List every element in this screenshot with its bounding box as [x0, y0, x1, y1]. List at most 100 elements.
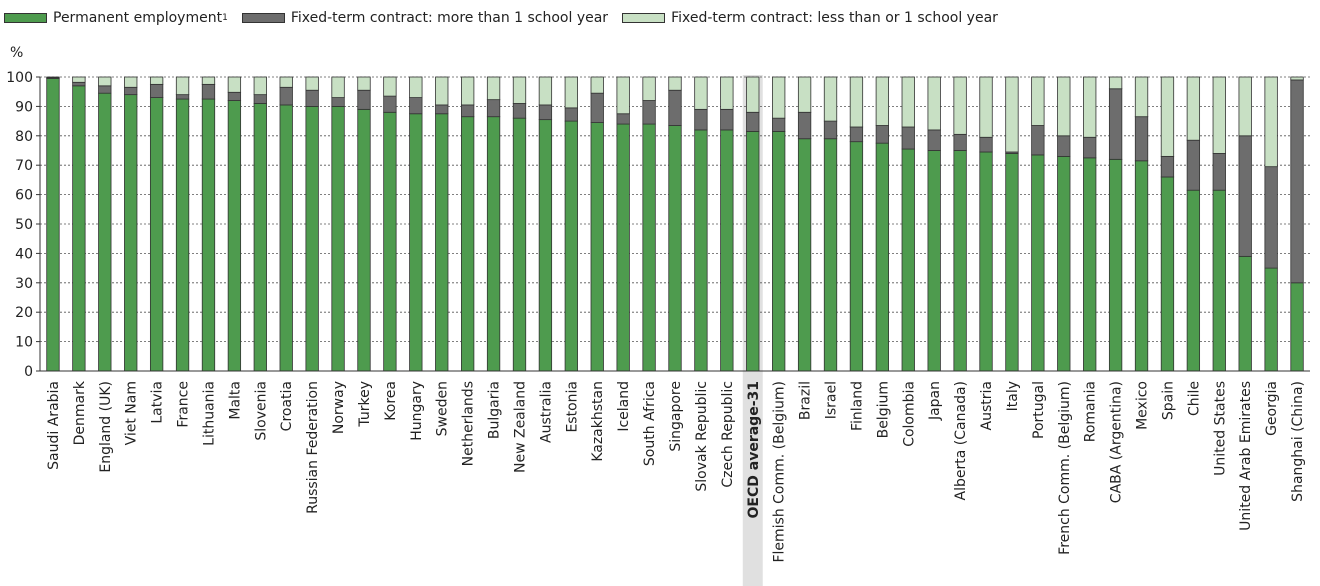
bar-segment-less-than-1 [1238, 76, 1252, 137]
bar-segment-less-than-1 [1290, 76, 1304, 81]
bar-segment-less-than-1 [746, 76, 760, 113]
bar-segment-permanent [1083, 157, 1097, 372]
legend-swatch-less-than-1 [622, 13, 666, 23]
bar-segment-permanent [253, 103, 267, 372]
bar-segment-less-than-1 [720, 76, 734, 110]
bar-segment-permanent [461, 116, 475, 372]
bar-segment-less-than-1 [538, 76, 553, 106]
category-label: Austria [979, 381, 995, 430]
bar-segment-permanent [1264, 267, 1278, 372]
category-label: Spain [1160, 381, 1176, 420]
category-label: Romania [1083, 381, 1099, 442]
bar-segment-more-than-1 [1186, 139, 1201, 191]
bar-segment-less-than-1 [875, 76, 889, 126]
bar-segment-more-than-1 [590, 92, 604, 123]
bar-segment-less-than-1 [668, 76, 682, 91]
y-tick-label: 10 [15, 335, 33, 351]
category-label: Lithuania [201, 381, 217, 446]
bar-segment-permanent [746, 130, 760, 372]
bar-segment-more-than-1 [486, 99, 501, 118]
category-label: Denmark [72, 380, 88, 445]
bar-segment-permanent [823, 138, 838, 372]
bar-segment-permanent [1186, 189, 1201, 372]
category-label: Italy [1005, 381, 1021, 411]
bar-segment-permanent [72, 85, 86, 372]
y-tick-label: 30 [15, 276, 33, 292]
bar-segment-permanent [1212, 189, 1226, 372]
bar-segment-permanent [1134, 160, 1149, 372]
legend-swatch-more-than-1 [241, 13, 285, 23]
bar-segment-permanent [1005, 153, 1019, 372]
bar-segment-more-than-1 [1083, 136, 1097, 159]
bar-segment-permanent [1290, 282, 1304, 372]
bar-segment-less-than-1 [124, 76, 138, 88]
bar-segment-less-than-1 [823, 76, 838, 122]
bar-segment-less-than-1 [461, 76, 475, 106]
bar-segment-more-than-1 [1290, 79, 1304, 284]
bar-segment-less-than-1 [1264, 76, 1278, 168]
bar-segment-permanent [227, 100, 242, 372]
bar-segment-permanent [1031, 154, 1045, 372]
category-label: Kazakhstan [590, 381, 606, 462]
bar-segment-more-than-1 [616, 113, 630, 125]
category-label: Turkey [357, 381, 373, 428]
category-label: Georgia [1264, 381, 1280, 436]
bar-segment-less-than-1 [590, 76, 604, 94]
bar-segment-permanent [357, 108, 371, 372]
bar-segment-permanent [564, 120, 578, 372]
bar-segment-less-than-1 [98, 76, 112, 87]
category-label: Norway [331, 381, 347, 434]
bar-segment-permanent [642, 123, 656, 372]
category-label: Sweden [435, 381, 451, 436]
category-label: Israel [824, 381, 840, 419]
bar-segment-less-than-1 [201, 76, 216, 85]
bar-segment-more-than-1 [435, 104, 449, 115]
y-tick-label: 100 [6, 70, 33, 86]
bar-segment-permanent [720, 129, 734, 372]
bar-segment-permanent [149, 97, 164, 372]
bar-segment-permanent [409, 113, 423, 372]
bar-segment-permanent [979, 151, 993, 372]
bar-segment-less-than-1 [1160, 76, 1175, 157]
category-label: Iceland [616, 381, 632, 432]
bar-segment-permanent [1057, 155, 1071, 372]
legend-item-less-than-1: Fixed-term contract: less than or 1 scho… [622, 10, 998, 26]
legend-label-less-than-1: Fixed-term contract: less than or 1 scho… [671, 10, 998, 26]
bar-segment-less-than-1 [564, 76, 578, 109]
bar-segment-permanent [901, 148, 915, 372]
bar-segment-permanent [305, 106, 319, 372]
bar-segment-less-than-1 [435, 76, 449, 106]
category-label: Latvia [150, 381, 166, 424]
bar-segment-less-than-1 [616, 76, 630, 115]
bar-segment-less-than-1 [927, 76, 941, 131]
category-label: Shanghai (China) [1290, 381, 1306, 502]
bar-segment-more-than-1 [1212, 153, 1226, 191]
bar-segment-less-than-1 [279, 76, 293, 88]
bar-segment-more-than-1 [797, 111, 812, 140]
y-tick-label: 40 [15, 246, 33, 262]
bar-segment-more-than-1 [642, 100, 656, 125]
y-tick-label: 20 [15, 305, 33, 321]
category-label: Russian Federation [305, 381, 321, 514]
bar-segment-less-than-1 [1057, 76, 1071, 137]
bar-segment-permanent [201, 98, 216, 372]
y-tick-label: 90 [15, 99, 33, 115]
category-label: United Arab Emirates [1238, 381, 1254, 531]
bar-segment-more-than-1 [875, 125, 889, 144]
bar-segment-permanent [590, 122, 604, 372]
bar-segment-more-than-1 [72, 81, 86, 87]
bar-segment-permanent [772, 130, 786, 372]
bar-segment-more-than-1 [720, 108, 734, 131]
bar-segment-more-than-1 [1057, 135, 1071, 157]
bar-segment-less-than-1 [46, 76, 60, 78]
bar-segment-permanent [1238, 255, 1252, 372]
bar-segment-more-than-1 [305, 89, 319, 107]
bar-segment-less-than-1 [1031, 76, 1045, 126]
bar-segment-permanent [616, 123, 630, 372]
bar-segment-less-than-1 [175, 76, 190, 96]
bar-segment-less-than-1 [953, 76, 967, 135]
bar-segment-more-than-1 [512, 103, 527, 119]
bar-segment-more-than-1 [409, 97, 423, 115]
bar-segment-less-than-1 [1083, 76, 1097, 138]
bar-segment-less-than-1 [772, 76, 786, 119]
